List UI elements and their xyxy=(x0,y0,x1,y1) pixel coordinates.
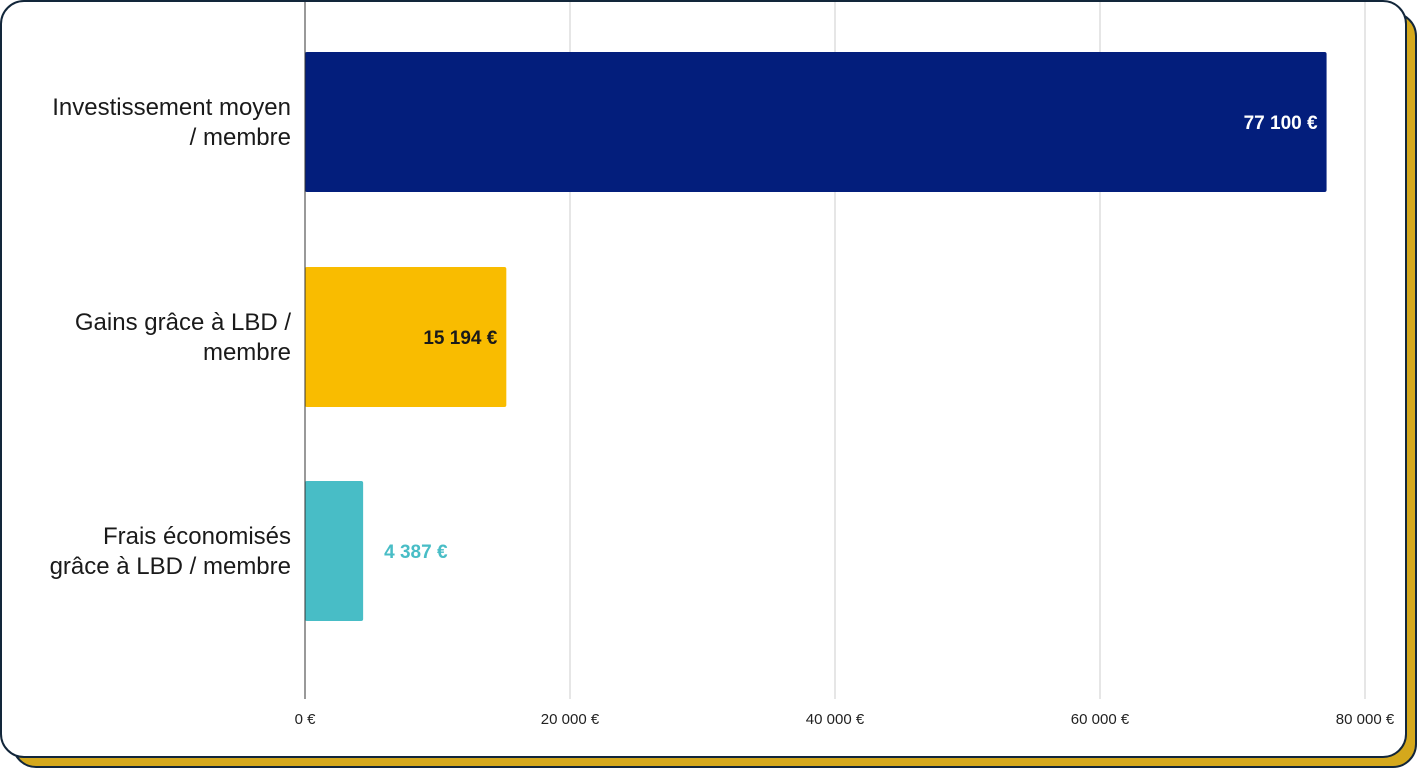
category-label: Frais économisés grâce à LBD / membre xyxy=(50,523,291,580)
chart-card: 0 € 20 000 € 40 000 € 60 000 € 80 000 € 77 10… xyxy=(0,0,1407,758)
bar-value-label: 15 194 € xyxy=(423,328,497,349)
category-label: Investissement moyen / membre xyxy=(52,94,291,151)
bar xyxy=(305,267,507,407)
labels: 0 € 20 000 € 40 000 € 60 000 € 80 000 € 77 10… xyxy=(50,94,1395,728)
x-tick-label: 60 000 € xyxy=(1071,711,1130,728)
bar-chart: 0 € 20 000 € 40 000 € 60 000 € 80 000 € 77 10… xyxy=(50,2,1395,728)
x-tick-label: 40 000 € xyxy=(806,711,865,728)
bar xyxy=(305,481,364,621)
bar-value-label: 4 387 € xyxy=(384,542,448,563)
bar-value-label: 77 100 € xyxy=(1244,113,1318,134)
x-tick-label: 80 000 € xyxy=(1336,711,1395,728)
x-tick-label: 0 € xyxy=(295,711,317,728)
bar xyxy=(305,52,1327,192)
x-tick-label: 20 000 € xyxy=(541,711,600,728)
category-label: Gains grâce à LBD / membre xyxy=(75,309,291,366)
bars xyxy=(305,52,1327,621)
